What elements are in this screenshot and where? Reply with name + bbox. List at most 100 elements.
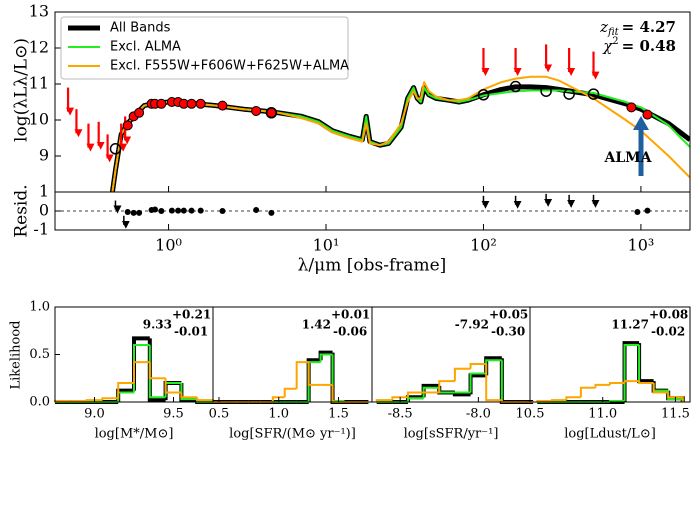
detection-point [156,98,167,109]
alma-label: ALMA [603,150,652,166]
model-point [540,85,552,97]
superscript: 2 [612,36,618,47]
sed-plot [109,75,690,192]
x-tick-label: 1.5 [328,407,349,422]
resid-point [219,208,226,214]
x-tick-label: 9.0 [84,407,105,422]
estimate-lower: -0.02 [651,325,685,339]
y-tick-label: 9 [39,146,49,165]
resid-point [644,207,651,214]
y-tick-label: 12 [29,38,49,57]
x-axis-label: log[sSFR/yr⁻¹] [404,427,499,442]
estimate-lower: -0.06 [333,325,367,339]
histogram-bin [485,364,502,402]
resid-point [130,209,137,216]
resid-point [188,207,195,214]
estimate-upper: +0.01 [331,308,370,322]
histogram-bin [307,362,321,386]
sed-line [111,75,690,192]
histogram-bin [422,386,440,399]
histogram-bin [164,378,182,394]
histogram-bin [133,361,150,383]
estimate-value: -7.92 [455,318,489,332]
x-tick-label: 10.5 [516,407,545,422]
estimate-lower: -0.01 [174,325,208,339]
estimate-value: 9.33 [143,318,172,332]
histogram-bin [623,344,640,402]
histogram-bin [468,373,487,395]
histogram-bin [652,383,669,394]
x-tick-label: 11.0 [588,407,617,422]
histogram-bin [375,399,393,402]
histogram-bin [85,399,103,402]
legend-box [60,16,349,80]
y-tick-label: 11 [29,74,49,93]
detection-point [251,106,262,116]
symbol: χ [602,37,613,55]
estimate-upper: +0.21 [172,308,211,322]
histogram-bin [453,367,471,382]
symbol: z [599,18,608,36]
histogram-bin [550,399,567,402]
histogram-bin [500,360,518,403]
histogram-bin [330,352,345,404]
histogram-bin [180,392,198,399]
model-point [587,88,600,100]
resid-point [268,209,275,216]
x-tick-label: 1.0 [268,407,289,422]
resid-point [253,207,260,214]
histogram-bin [565,396,581,401]
histogram-bin [638,345,654,384]
y-tick-label: 13 [29,2,49,21]
histogram-bin [147,338,166,403]
y-tick-label: 0.5 [29,347,50,362]
histogram-bin [638,381,654,384]
legend-label: All Bands [110,21,171,36]
resid-point [158,208,165,214]
histogram-bin [283,387,297,398]
resid-point [175,207,182,214]
x-tick-label: 9.5 [163,407,184,422]
histogram-bin [101,397,119,401]
histogram-bin [148,362,166,380]
resid-point [197,207,204,214]
model-point [563,88,575,100]
histogram-bin [579,386,596,398]
subscript: fit [607,27,620,38]
estimate-upper: +0.05 [489,308,528,322]
histogram-bin [651,381,669,393]
alma-arrow-head [633,116,649,130]
fit-annotation: χ2 = 0.48 [602,36,676,56]
histogram-bin [319,353,333,363]
x-tick-label: -8.0 [466,407,491,422]
histogram-bin [117,382,134,399]
x-axis-label: log[SFR/(M⊙ yr⁻¹)] [229,427,356,442]
x-tick-label: 10⁰ [155,236,182,255]
detection-point [626,102,637,113]
resid-point [136,209,143,216]
y-tick-label: 10 [29,110,49,129]
histogram-bin [406,397,424,402]
y-tick-label: 1.0 [29,300,50,315]
y-tick-label: 1 [39,182,49,201]
detection-point [266,107,277,118]
histogram-bin [469,363,487,369]
histogram-bin [485,359,502,374]
x-tick-label: 10¹ [313,236,340,255]
estimate-value: 11.27 [611,318,649,332]
y-axis-label: Resid. [12,184,32,237]
histogram-bin [438,380,455,393]
histogram-bin [594,383,610,388]
resid-point [634,208,641,215]
y-axis-label: log(λLλ/L⊙) [12,38,32,142]
x-tick-label: 10² [470,236,497,255]
histogram-bin [622,341,640,402]
detection-point [642,109,653,120]
histogram-bin [438,387,455,394]
histogram-bin [164,382,182,398]
histogram-bin [180,383,198,401]
x-tick-label: 10³ [628,236,655,255]
axes-frame [529,306,691,403]
resid-point [168,207,175,214]
histogram-bin [132,336,150,391]
